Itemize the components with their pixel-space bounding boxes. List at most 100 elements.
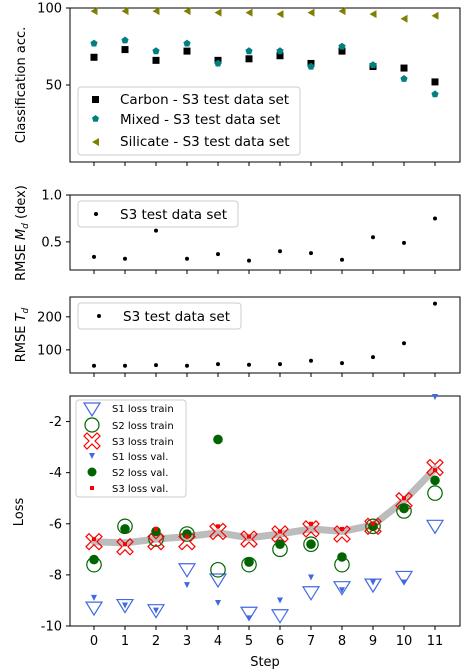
point-s5-5	[247, 534, 251, 539]
legend-label-silicate: Silicate - S3 test data set	[120, 134, 290, 150]
point-s5-0	[92, 537, 96, 542]
point-s4-10	[399, 503, 409, 514]
point-s0-4	[208, 573, 228, 589]
legend-label-s3-val: S3 loss val.	[112, 484, 168, 495]
point-s2-4	[214, 8, 222, 17]
point-s0-8	[332, 581, 352, 596]
legend-marker-silicate	[92, 138, 99, 146]
y-axis-label: RMSE Td	[14, 307, 31, 362]
x-tick-label: 7	[307, 634, 315, 649]
point-s3-3	[184, 582, 190, 589]
point-s1-1	[121, 36, 129, 44]
point-s0-3	[183, 47, 191, 55]
legend-label-s2-val: S2 loss val.	[112, 468, 168, 479]
plot-frame	[69, 296, 461, 374]
legend-label-s3-train: S3 loss train	[112, 437, 174, 448]
y-tick-label: 100	[37, 2, 62, 17]
point-s2-11	[431, 11, 439, 20]
legend-marker	[94, 212, 98, 216]
panel-rmse-md: 0.5 1.0 RMSE Md (dex) S3 test data set	[14, 185, 461, 281]
legend-label-s2-train: S2 loss train	[112, 421, 174, 432]
point-s0-5	[239, 606, 259, 622]
point-s0-11	[425, 519, 445, 535]
point-s2-4	[209, 522, 227, 541]
y-tick-label: 50	[45, 79, 62, 94]
legend-label-mixed: Mixed - S3 test data set	[120, 112, 280, 128]
x-tick-label: 11	[427, 634, 444, 649]
point-s4-6	[275, 539, 285, 550]
panel-loss: -10 -8 -6 -4 -2 0 1 2 3 4 5 6 7 8 9 10 11 Loss Step S1 …	[12, 394, 461, 670]
x-axis-label: Step	[250, 655, 280, 670]
point-s4-1	[120, 524, 130, 534]
y-axis-label: Classification acc.	[14, 27, 29, 144]
point-s5-6	[278, 529, 282, 534]
point-s1-0	[90, 39, 98, 47]
point-s5-1	[123, 542, 127, 547]
legend-marker-s3-val	[90, 486, 94, 490]
point-s2-7	[302, 520, 320, 538]
point-s0-8	[338, 47, 346, 55]
point-s0-5	[247, 258, 251, 263]
point-s2-1	[121, 7, 129, 16]
point-s0-2	[146, 604, 166, 619]
point-s1-9	[365, 518, 381, 535]
point-s2-8	[338, 7, 346, 16]
y-axis-label: Loss	[12, 498, 27, 527]
y-tick-label: 200	[37, 310, 62, 325]
point-s0-2	[154, 363, 158, 368]
point-s1-6	[276, 47, 284, 55]
point-s2-5	[245, 8, 253, 17]
plot-frame	[69, 194, 461, 271]
point-s2-10	[400, 14, 408, 23]
legend-marker-s2-val	[87, 467, 97, 477]
point-s5-8	[340, 526, 344, 531]
point-s5-3	[185, 534, 189, 539]
point-s1-7	[303, 536, 319, 553]
point-s0-4	[216, 252, 220, 257]
point-s4-5	[244, 557, 254, 567]
plot-frame	[69, 395, 461, 627]
x-tick-label: 3	[183, 634, 191, 649]
point-s0-7	[301, 586, 321, 601]
legend-marker-carbon	[92, 96, 99, 103]
y-tick-label: 0.5	[41, 235, 62, 250]
panel-rmse-td: 100 200 RMSE Td S3 test data set	[14, 296, 461, 377]
point-s0-10	[400, 64, 408, 72]
point-s4-11	[430, 475, 440, 486]
point-s0-5	[247, 362, 251, 367]
point-s0-10	[402, 240, 406, 245]
point-s0-9	[371, 235, 375, 240]
point-s0-4	[216, 362, 220, 367]
point-s4-0	[89, 554, 99, 565]
point-s0-1	[123, 256, 127, 261]
point-s5-7	[309, 521, 313, 526]
legend-marker-s2-train	[84, 417, 100, 433]
point-s2-2	[152, 7, 160, 16]
y-axis-label: RMSE Md (dex)	[14, 185, 31, 281]
point-s0-7	[309, 358, 313, 363]
legend: S3 test data set	[77, 200, 239, 228]
legend-label-s1-train: S1 loss train	[112, 404, 174, 415]
point-s0-1	[115, 598, 135, 614]
legend-frame	[77, 200, 239, 228]
point-s2-7	[307, 8, 315, 17]
y-tick-label: -8	[49, 568, 62, 583]
point-s0-0	[84, 601, 104, 617]
point-s0-5	[245, 55, 253, 63]
point-s3-8	[339, 587, 345, 594]
point-s0-10	[402, 341, 406, 346]
point-s0-2	[154, 228, 158, 233]
point-s3-0	[91, 594, 97, 601]
point-s0-3	[177, 563, 197, 578]
point-s1-3	[183, 39, 191, 47]
legend: S1 loss train S2 loss train S3 loss trai…	[75, 399, 187, 498]
x-tick-label: 4	[214, 634, 222, 649]
point-s3-5	[246, 615, 252, 622]
point-s0-3	[185, 256, 189, 261]
point-s5-2	[154, 526, 158, 531]
point-s0-11	[433, 301, 437, 306]
point-s0-3	[185, 363, 189, 368]
point-s1-5	[245, 47, 253, 55]
point-s0-6	[278, 362, 282, 367]
y-tick-label: 100	[37, 343, 62, 358]
